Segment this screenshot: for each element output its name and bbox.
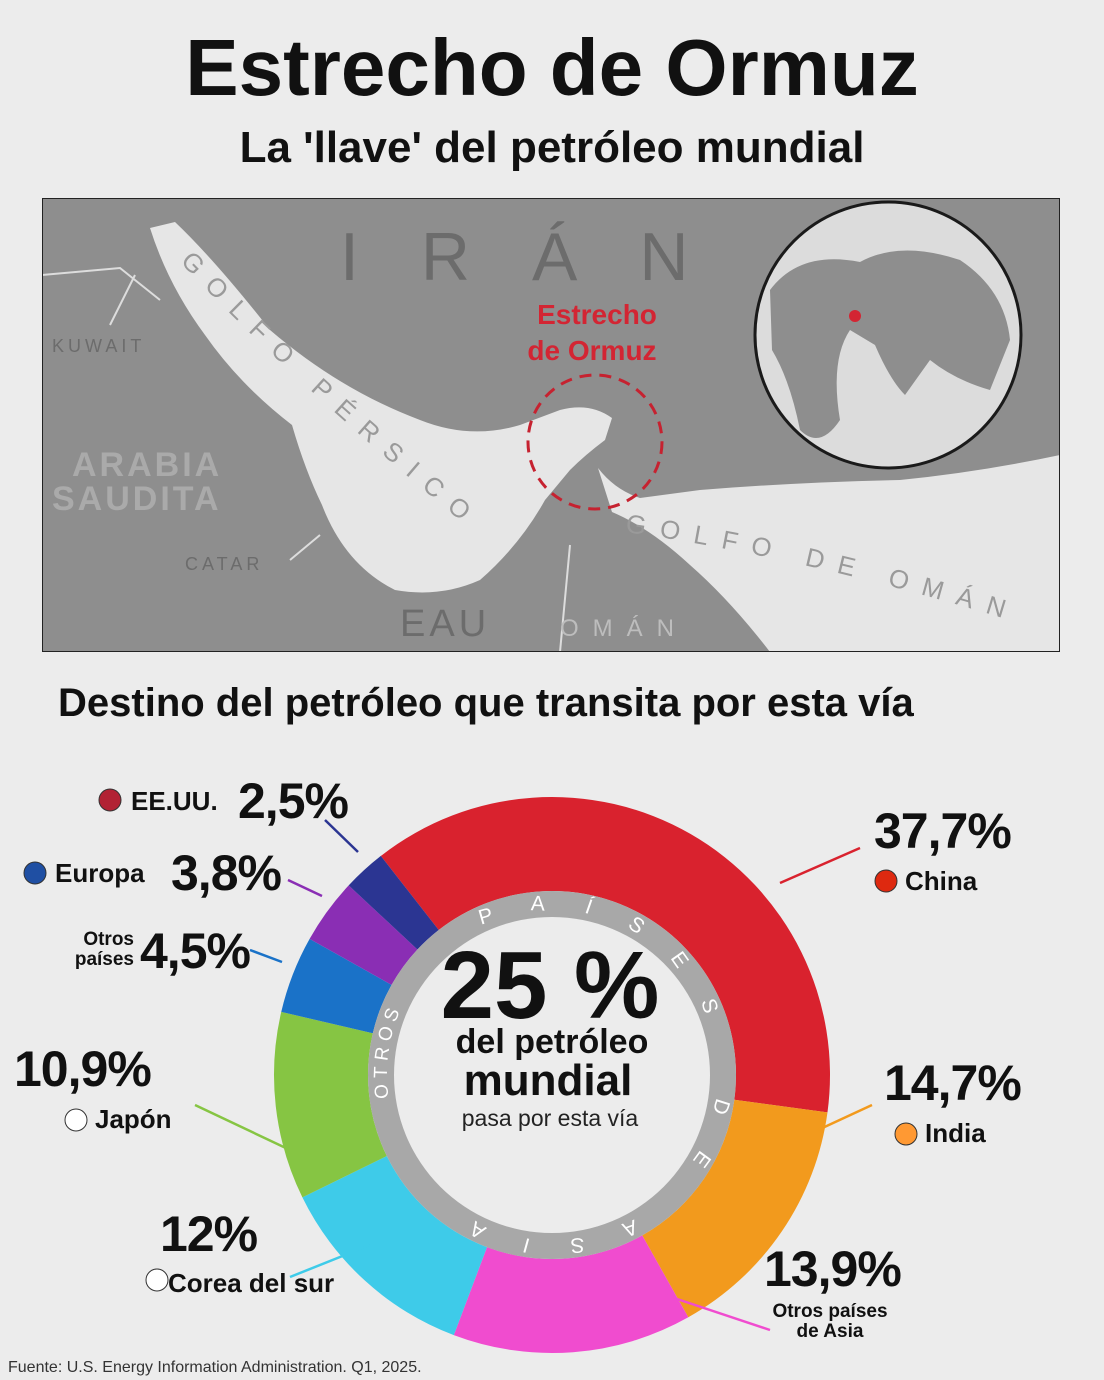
strait-ring — [526, 373, 664, 511]
chart-title: Destino del petróleo que transita por es… — [58, 681, 915, 725]
value-label: 13,9% — [764, 1241, 902, 1297]
category-label: Europa — [55, 858, 145, 888]
map-label: IRÁN — [340, 219, 750, 295]
value-label: 2,5% — [238, 773, 349, 829]
donut-segment — [642, 1099, 828, 1318]
value-label: 37,7% — [874, 803, 1012, 859]
leader-line — [779, 846, 861, 885]
leader-line — [664, 1293, 771, 1332]
center-text: mundial — [464, 1056, 633, 1105]
category-label: Corea del sur — [168, 1268, 335, 1298]
flag — [894, 1122, 918, 1146]
value-label: 12% — [160, 1206, 258, 1262]
flag — [23, 861, 47, 885]
map-label: OMÁN — [560, 615, 688, 642]
globe-dot — [849, 310, 861, 322]
leader-line — [324, 819, 359, 853]
gulf-of-oman — [598, 455, 1060, 652]
map-label: SAUDITA — [52, 480, 222, 518]
center-disc — [394, 917, 710, 1233]
category-label: Otros países de Asia — [772, 1301, 888, 1342]
category-label: India — [925, 1118, 986, 1148]
donut — [273, 796, 830, 1354]
donut-segment — [281, 938, 392, 1034]
map-label: CATAR — [185, 554, 263, 574]
leader-line — [817, 1103, 873, 1132]
donut-segment — [380, 796, 830, 1113]
flag — [874, 869, 898, 893]
leader-line — [289, 1243, 371, 1279]
category-label: China — [905, 866, 978, 896]
map: IRÁN GOLFO PÉRSICO GOLFO DE OMÁN KUWAIT … — [42, 198, 1060, 652]
leader-line — [249, 948, 283, 964]
map-label: KUWAIT — [52, 336, 145, 356]
donut-segment — [309, 885, 418, 985]
map-label: ARABIA — [72, 446, 222, 484]
value-label: 10,9% — [14, 1041, 152, 1097]
leader-line — [194, 1103, 291, 1152]
donut-segment — [273, 1011, 387, 1198]
category-label: Japón — [95, 1104, 172, 1134]
globe-land — [770, 250, 1010, 438]
value-label: 3,8% — [171, 845, 282, 901]
strait-label: de Ormuz — [527, 335, 656, 366]
borders — [42, 266, 571, 652]
center-text: pasa por esta vía — [462, 1105, 639, 1131]
donut-segment — [348, 855, 439, 950]
flag — [145, 1268, 169, 1292]
donut-segment — [453, 1235, 689, 1354]
flag — [98, 788, 122, 812]
donut-segment — [302, 1156, 488, 1336]
leader-line — [287, 878, 323, 898]
category-label: Otros países — [74, 929, 134, 970]
title: Estrecho de Ormuz — [185, 23, 919, 112]
center-text: del petróleo — [456, 1023, 649, 1061]
strait-label: Estrecho — [537, 299, 657, 330]
map-label: EAU — [400, 603, 490, 645]
source: Fuente: U.S. Energy Information Administ… — [8, 1359, 422, 1376]
value-label: 4,5% — [140, 923, 251, 979]
flag — [64, 1108, 88, 1132]
category-label: EE.UU. — [131, 786, 218, 816]
subtitle: La 'llave' del petróleo mundial — [240, 123, 865, 172]
center-headline: 25 % — [441, 932, 660, 1039]
value-label: 14,7% — [884, 1055, 1022, 1111]
persian-gulf — [150, 222, 612, 593]
